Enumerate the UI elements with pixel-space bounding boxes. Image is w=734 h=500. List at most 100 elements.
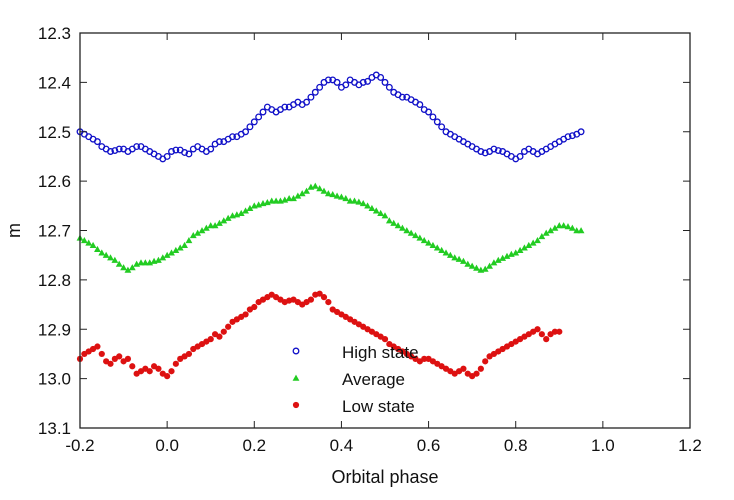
data-point	[216, 333, 223, 340]
x-tick-label: 0.6	[417, 436, 441, 455]
data-point	[521, 244, 528, 251]
data-point	[172, 146, 180, 154]
data-point	[573, 227, 581, 234]
y-tick-label: 12.4	[38, 73, 71, 92]
y-tick-label: 12.8	[38, 271, 71, 290]
x-tick-label: -0.2	[65, 436, 94, 455]
data-point	[451, 254, 459, 261]
data-point	[377, 209, 385, 216]
data-point	[381, 336, 389, 343]
data-point	[215, 138, 223, 146]
data-point	[224, 214, 232, 221]
data-point	[329, 191, 337, 198]
data-point	[525, 241, 533, 249]
data-point	[124, 355, 132, 362]
data-point	[490, 145, 498, 153]
y-tick-label: 13.1	[38, 419, 71, 438]
data-point	[107, 254, 114, 261]
data-point	[372, 207, 380, 214]
data-point	[482, 358, 489, 365]
data-point	[237, 209, 245, 216]
data-point	[473, 370, 480, 377]
data-point	[211, 222, 219, 229]
data-point	[416, 101, 424, 109]
data-point	[281, 103, 289, 111]
data-point	[242, 207, 249, 214]
y-axis-title: m	[4, 223, 24, 238]
data-point	[385, 83, 393, 91]
data-point	[568, 132, 576, 140]
data-point	[564, 133, 572, 141]
data-point	[225, 323, 232, 330]
data-point	[307, 93, 315, 101]
data-point	[172, 360, 179, 367]
data-point	[316, 83, 324, 91]
data-point	[516, 246, 524, 253]
data-point	[98, 350, 105, 358]
data-point	[490, 259, 498, 266]
data-point	[429, 113, 437, 121]
data-point	[163, 251, 171, 258]
data-point	[477, 365, 484, 372]
data-point	[124, 266, 132, 273]
data-point	[464, 260, 472, 267]
y-axis-ticks: 12.3 12.4 12.5 12.6 12.7 12.8 12.9 13.0 13.1	[38, 24, 690, 438]
data-point	[168, 249, 175, 256]
data-point	[185, 150, 193, 158]
data-point	[207, 145, 215, 153]
data-point	[364, 77, 372, 85]
data-point	[194, 229, 202, 236]
data-point	[255, 113, 263, 121]
data-point	[268, 197, 276, 204]
data-point	[551, 224, 559, 231]
data-point	[298, 190, 306, 197]
data-point	[555, 222, 563, 229]
data-point	[538, 331, 545, 338]
data-point	[316, 185, 324, 192]
data-point	[107, 360, 114, 367]
data-point	[351, 197, 358, 204]
data-point	[246, 123, 254, 131]
series-0-points	[76, 71, 585, 163]
data-point	[333, 78, 341, 86]
data-point	[538, 233, 546, 240]
data-point	[176, 244, 184, 251]
data-point	[168, 368, 175, 375]
data-point	[342, 195, 350, 202]
data-point	[516, 152, 524, 160]
data-point	[325, 298, 332, 306]
data-point	[364, 202, 371, 209]
data-point	[542, 229, 550, 236]
y-tick-label: 12.6	[38, 172, 71, 191]
data-point	[242, 311, 249, 318]
data-point	[486, 262, 493, 269]
data-point	[381, 78, 389, 86]
data-point	[155, 256, 162, 263]
legend: High state Average Low state	[292, 343, 419, 416]
data-point	[564, 223, 572, 230]
data-point	[421, 355, 428, 362]
data-point	[560, 222, 568, 229]
data-point	[534, 326, 541, 333]
data-point	[529, 239, 537, 246]
data-point	[133, 143, 141, 151]
data-point	[272, 197, 280, 204]
data-point	[477, 148, 485, 155]
data-point	[185, 350, 193, 358]
data-point	[481, 265, 489, 272]
data-point	[294, 192, 302, 199]
data-point	[220, 328, 227, 335]
data-point	[115, 145, 123, 153]
data-point	[494, 256, 502, 263]
data-point	[155, 365, 162, 372]
data-point	[128, 264, 136, 271]
data-point	[494, 147, 502, 154]
data-point	[320, 187, 328, 194]
data-point	[93, 138, 101, 146]
legend-label: High state	[342, 343, 419, 362]
data-point	[468, 262, 476, 269]
legend-marker	[292, 401, 300, 409]
data-point	[342, 81, 350, 89]
